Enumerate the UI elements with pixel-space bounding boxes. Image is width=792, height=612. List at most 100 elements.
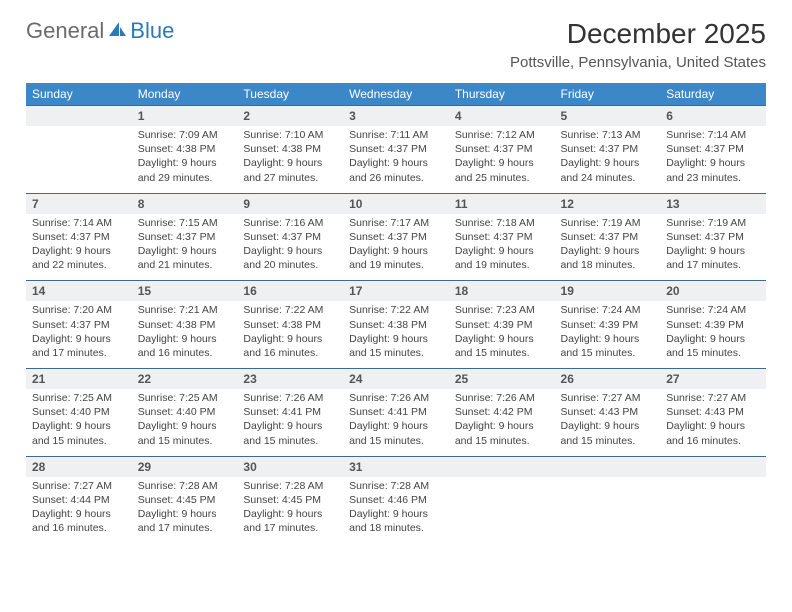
day-line: and 23 minutes. bbox=[666, 171, 760, 185]
day-number-row: 14151617181920 bbox=[26, 281, 766, 302]
day-line: and 16 minutes. bbox=[138, 346, 232, 360]
day-cell: Sunrise: 7:21 AMSunset: 4:38 PMDaylight:… bbox=[132, 301, 238, 368]
day-number: 24 bbox=[343, 369, 449, 390]
day-line: Sunset: 4:37 PM bbox=[561, 142, 655, 156]
day-number: 29 bbox=[132, 456, 238, 477]
day-line: Daylight: 9 hours bbox=[138, 419, 232, 433]
day-line: Daylight: 9 hours bbox=[243, 156, 337, 170]
day-line: Sunset: 4:44 PM bbox=[32, 493, 126, 507]
day-line: Daylight: 9 hours bbox=[243, 244, 337, 258]
day-line: Sunset: 4:37 PM bbox=[349, 230, 443, 244]
day-line: Daylight: 9 hours bbox=[349, 244, 443, 258]
day-line: and 16 minutes. bbox=[243, 346, 337, 360]
day-line: Sunset: 4:45 PM bbox=[243, 493, 337, 507]
page-title: December 2025 bbox=[510, 18, 766, 50]
day-line: Sunset: 4:37 PM bbox=[32, 230, 126, 244]
day-line: Daylight: 9 hours bbox=[32, 507, 126, 521]
weekday-wed: Wednesday bbox=[343, 83, 449, 106]
day-line: Sunrise: 7:27 AM bbox=[32, 479, 126, 493]
day-line: Daylight: 9 hours bbox=[561, 332, 655, 346]
day-number: 30 bbox=[237, 456, 343, 477]
location-text: Pottsville, Pennsylvania, United States bbox=[510, 54, 766, 71]
day-line: Sunset: 4:37 PM bbox=[561, 230, 655, 244]
weekday-mon: Monday bbox=[132, 83, 238, 106]
day-line: Sunset: 4:43 PM bbox=[561, 405, 655, 419]
day-line: and 17 minutes. bbox=[666, 258, 760, 272]
day-number: 11 bbox=[449, 193, 555, 214]
day-cell: Sunrise: 7:28 AMSunset: 4:45 PMDaylight:… bbox=[237, 477, 343, 544]
day-cell: Sunrise: 7:09 AMSunset: 4:38 PMDaylight:… bbox=[132, 126, 238, 193]
day-number: 26 bbox=[555, 369, 661, 390]
day-line: Sunrise: 7:24 AM bbox=[561, 303, 655, 317]
weekday-sun: Sunday bbox=[26, 83, 132, 106]
day-content-row: Sunrise: 7:20 AMSunset: 4:37 PMDaylight:… bbox=[26, 301, 766, 368]
day-line: Sunrise: 7:19 AM bbox=[561, 216, 655, 230]
day-cell: Sunrise: 7:27 AMSunset: 4:43 PMDaylight:… bbox=[555, 389, 661, 456]
day-line: Sunrise: 7:14 AM bbox=[32, 216, 126, 230]
day-line: and 19 minutes. bbox=[455, 258, 549, 272]
day-line: and 17 minutes. bbox=[138, 521, 232, 535]
day-number: 4 bbox=[449, 106, 555, 127]
day-line: Sunrise: 7:28 AM bbox=[243, 479, 337, 493]
day-line: and 18 minutes. bbox=[561, 258, 655, 272]
day-line: Daylight: 9 hours bbox=[455, 419, 549, 433]
logo-text-general: General bbox=[26, 18, 104, 44]
day-cell: Sunrise: 7:26 AMSunset: 4:42 PMDaylight:… bbox=[449, 389, 555, 456]
day-line: Daylight: 9 hours bbox=[138, 244, 232, 258]
day-cell: Sunrise: 7:25 AMSunset: 4:40 PMDaylight:… bbox=[132, 389, 238, 456]
day-line: and 20 minutes. bbox=[243, 258, 337, 272]
day-line: and 15 minutes. bbox=[138, 434, 232, 448]
day-cell: Sunrise: 7:25 AMSunset: 4:40 PMDaylight:… bbox=[26, 389, 132, 456]
logo: General Blue bbox=[26, 18, 174, 44]
day-number: 21 bbox=[26, 369, 132, 390]
title-block: December 2025 Pottsville, Pennsylvania, … bbox=[510, 18, 766, 71]
day-line: Sunrise: 7:28 AM bbox=[349, 479, 443, 493]
day-line: and 16 minutes. bbox=[666, 434, 760, 448]
day-line: Sunrise: 7:21 AM bbox=[138, 303, 232, 317]
day-number: 31 bbox=[343, 456, 449, 477]
day-line: and 15 minutes. bbox=[455, 346, 549, 360]
day-line: Sunset: 4:46 PM bbox=[349, 493, 443, 507]
day-line: Sunrise: 7:13 AM bbox=[561, 128, 655, 142]
day-number: 19 bbox=[555, 281, 661, 302]
day-line: Daylight: 9 hours bbox=[349, 156, 443, 170]
day-cell: Sunrise: 7:22 AMSunset: 4:38 PMDaylight:… bbox=[343, 301, 449, 368]
day-cell bbox=[555, 477, 661, 544]
day-cell: Sunrise: 7:11 AMSunset: 4:37 PMDaylight:… bbox=[343, 126, 449, 193]
day-line: and 29 minutes. bbox=[138, 171, 232, 185]
day-line: Sunset: 4:38 PM bbox=[243, 142, 337, 156]
day-number: 1 bbox=[132, 106, 238, 127]
day-line: Daylight: 9 hours bbox=[32, 244, 126, 258]
day-line: Sunset: 4:38 PM bbox=[243, 318, 337, 332]
weekday-fri: Friday bbox=[555, 83, 661, 106]
calendar-table: Sunday Monday Tuesday Wednesday Thursday… bbox=[26, 83, 766, 543]
day-number bbox=[555, 456, 661, 477]
day-number bbox=[660, 456, 766, 477]
day-line: Sunrise: 7:25 AM bbox=[138, 391, 232, 405]
day-line: and 17 minutes. bbox=[32, 346, 126, 360]
day-number: 9 bbox=[237, 193, 343, 214]
day-number: 14 bbox=[26, 281, 132, 302]
logo-text-blue: Blue bbox=[130, 18, 174, 44]
day-cell: Sunrise: 7:19 AMSunset: 4:37 PMDaylight:… bbox=[555, 214, 661, 281]
day-line: Sunrise: 7:11 AM bbox=[349, 128, 443, 142]
weekday-thu: Thursday bbox=[449, 83, 555, 106]
day-cell: Sunrise: 7:14 AMSunset: 4:37 PMDaylight:… bbox=[26, 214, 132, 281]
day-line: Sunrise: 7:18 AM bbox=[455, 216, 549, 230]
day-line: and 27 minutes. bbox=[243, 171, 337, 185]
day-cell: Sunrise: 7:17 AMSunset: 4:37 PMDaylight:… bbox=[343, 214, 449, 281]
day-line: Daylight: 9 hours bbox=[349, 419, 443, 433]
day-content-row: Sunrise: 7:27 AMSunset: 4:44 PMDaylight:… bbox=[26, 477, 766, 544]
day-cell: Sunrise: 7:24 AMSunset: 4:39 PMDaylight:… bbox=[660, 301, 766, 368]
day-number: 25 bbox=[449, 369, 555, 390]
day-line: and 17 minutes. bbox=[243, 521, 337, 535]
day-line: Sunrise: 7:12 AM bbox=[455, 128, 549, 142]
day-line: Sunset: 4:37 PM bbox=[455, 142, 549, 156]
day-line: Sunrise: 7:14 AM bbox=[666, 128, 760, 142]
day-line: and 15 minutes. bbox=[243, 434, 337, 448]
day-content-row: Sunrise: 7:09 AMSunset: 4:38 PMDaylight:… bbox=[26, 126, 766, 193]
day-line: Daylight: 9 hours bbox=[666, 419, 760, 433]
day-line: Sunset: 4:37 PM bbox=[666, 142, 760, 156]
day-number: 17 bbox=[343, 281, 449, 302]
day-line: Sunset: 4:41 PM bbox=[349, 405, 443, 419]
